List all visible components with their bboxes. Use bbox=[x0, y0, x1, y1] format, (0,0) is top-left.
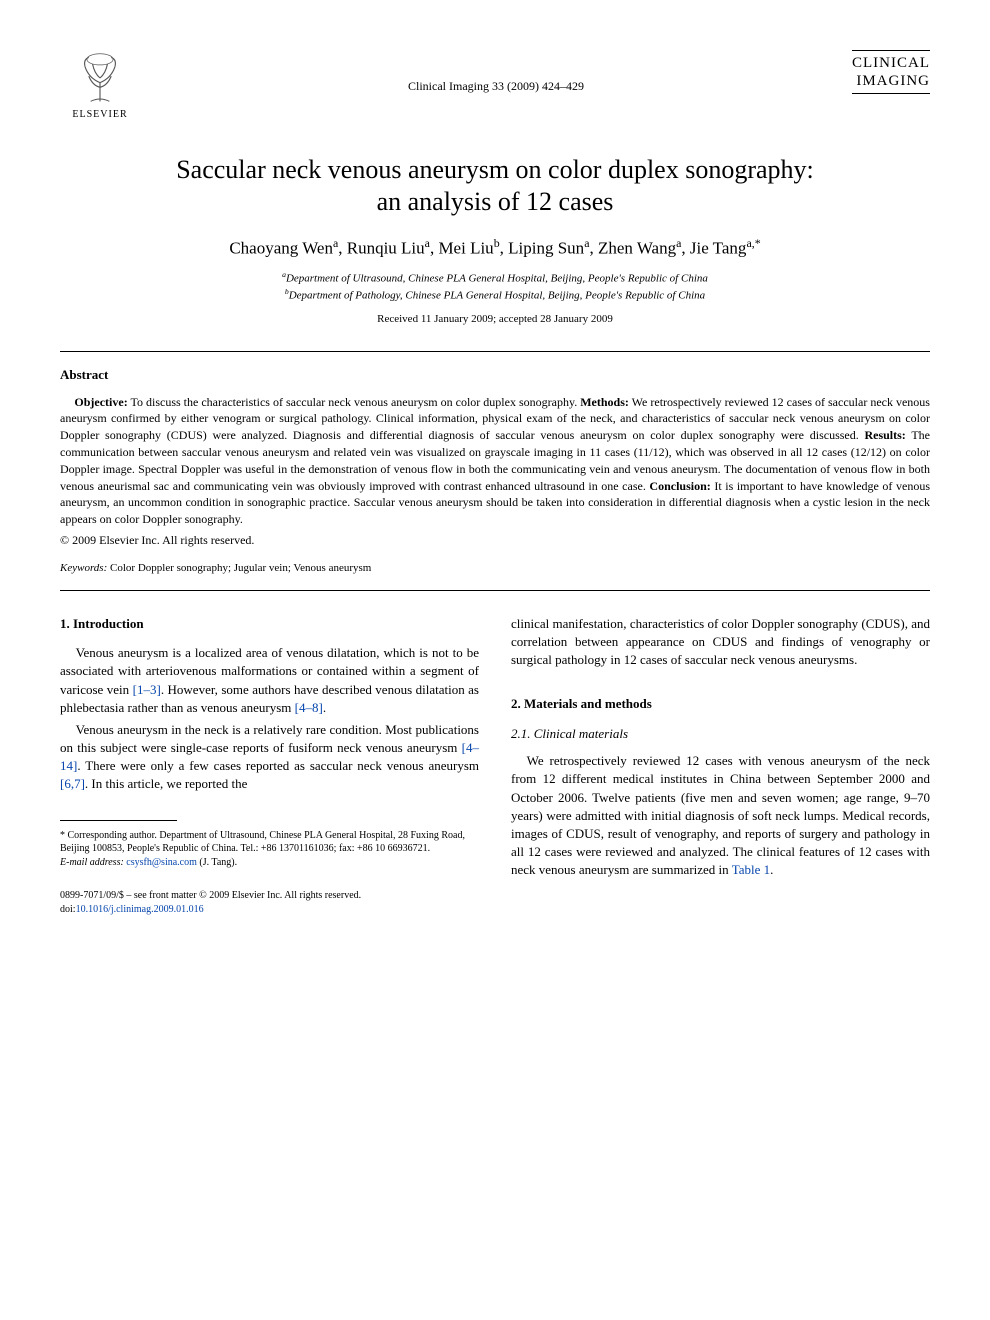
divider bbox=[60, 351, 930, 352]
doi-link[interactable]: 10.1016/j.clinimag.2009.01.016 bbox=[76, 904, 204, 915]
intro-p1: Venous aneurysm is a localized area of v… bbox=[60, 644, 479, 717]
citation-link[interactable]: [1–3] bbox=[133, 682, 161, 697]
abstract-heading: Abstract bbox=[60, 366, 930, 384]
author-aff: a bbox=[584, 236, 589, 250]
text: . There were only a few cases reported a… bbox=[77, 758, 479, 773]
abstract-conclusion-label: Conclusion: bbox=[649, 479, 710, 493]
text: Venous aneurysm in the neck is a relativ… bbox=[60, 722, 479, 755]
intro-p2-continued: clinical manifestation, characteristics … bbox=[511, 615, 930, 670]
abstract-methods-label: Methods: bbox=[580, 395, 629, 409]
abstract-body: Objective: To discuss the characteristic… bbox=[60, 394, 930, 549]
article-title: Saccular neck venous aneurysm on color d… bbox=[60, 154, 930, 219]
email-label: E-mail address: bbox=[60, 857, 124, 868]
text: . bbox=[770, 862, 773, 877]
abstract-results-label: Results: bbox=[864, 428, 905, 442]
publisher-logo: ELSEVIER bbox=[60, 50, 140, 122]
keywords-label: Keywords: bbox=[60, 562, 107, 574]
abstract-objective: To discuss the characteristics of saccul… bbox=[128, 395, 581, 409]
keywords-values: Color Doppler sonography; Jugular vein; … bbox=[107, 562, 371, 574]
author-aff: a bbox=[425, 236, 430, 250]
author: Chaoyang Wen bbox=[229, 238, 333, 257]
author: Zhen Wang bbox=[598, 238, 676, 257]
citation-link[interactable]: [6,7] bbox=[60, 776, 85, 791]
text: . bbox=[323, 700, 326, 715]
corresponding-author-footnote: * Corresponding author. Department of Ul… bbox=[60, 829, 479, 856]
footnote-text: Corresponding author. Department of Ultr… bbox=[60, 830, 465, 855]
publisher-name: ELSEVIER bbox=[72, 108, 127, 122]
author-aff: a,* bbox=[746, 236, 760, 250]
copyright: © 2009 Elsevier Inc. All rights reserved… bbox=[60, 532, 930, 549]
email-suffix: (J. Tang). bbox=[197, 857, 237, 868]
section-heading-methods: 2. Materials and methods bbox=[511, 695, 930, 713]
affiliation-b: Department of Pathology, Chinese PLA Gen… bbox=[289, 290, 705, 302]
left-column: 1. Introduction Venous aneurysm is a loc… bbox=[60, 615, 479, 917]
citation-link[interactable]: [4–8] bbox=[295, 700, 323, 715]
author: Mei Liu bbox=[438, 238, 493, 257]
affiliation-a: Department of Ultrasound, Chinese PLA Ge… bbox=[286, 273, 708, 285]
front-matter-line: 0899-7071/09/$ – see front matter © 2009… bbox=[60, 889, 479, 903]
keywords-row: Keywords: Color Doppler sonography; Jugu… bbox=[60, 561, 930, 576]
author-aff: a bbox=[676, 236, 681, 250]
title-line2: an analysis of 12 cases bbox=[377, 187, 614, 216]
author-aff: b bbox=[494, 236, 500, 250]
journal-logo: CLINICAL IMAGING bbox=[852, 50, 930, 94]
journal-reference: Clinical Imaging 33 (2009) 424–429 bbox=[140, 78, 852, 94]
page-footer: 0899-7071/09/$ – see front matter © 2009… bbox=[60, 889, 479, 916]
table-link[interactable]: Table 1 bbox=[732, 862, 770, 877]
elsevier-tree-icon bbox=[72, 50, 128, 106]
body-columns: 1. Introduction Venous aneurysm is a loc… bbox=[60, 615, 930, 917]
authors-line: Chaoyang Wena, Runqiu Liua, Mei Liub, Li… bbox=[60, 235, 930, 261]
email-link[interactable]: csysfh@sina.com bbox=[126, 857, 197, 868]
author: Liping Sun bbox=[508, 238, 584, 257]
title-line1: Saccular neck venous aneurysm on color d… bbox=[176, 155, 814, 184]
divider bbox=[60, 590, 930, 591]
affiliations: aDepartment of Ultrasound, Chinese PLA G… bbox=[60, 270, 930, 304]
footnote-separator bbox=[60, 820, 177, 821]
right-column: clinical manifestation, characteristics … bbox=[511, 615, 930, 917]
text: We retrospectively reviewed 12 cases wit… bbox=[511, 753, 930, 877]
page-header: ELSEVIER Clinical Imaging 33 (2009) 424–… bbox=[60, 50, 930, 122]
intro-p2: Venous aneurysm in the neck is a relativ… bbox=[60, 721, 479, 794]
text: . In this article, we reported the bbox=[85, 776, 247, 791]
journal-logo-line1: CLINICAL bbox=[852, 54, 930, 72]
methods-p1: We retrospectively reviewed 12 cases wit… bbox=[511, 752, 930, 879]
author-aff: a bbox=[333, 236, 338, 250]
author: Runqiu Liu bbox=[347, 238, 425, 257]
article-dates: Received 11 January 2009; accepted 28 Ja… bbox=[60, 312, 930, 327]
email-footnote: E-mail address: csysfh@sina.com (J. Tang… bbox=[60, 856, 479, 870]
journal-logo-line2: IMAGING bbox=[852, 72, 930, 90]
subsection-heading-clinical-materials: 2.1. Clinical materials bbox=[511, 725, 930, 743]
doi-label: doi: bbox=[60, 904, 76, 915]
abstract-objective-label: Objective: bbox=[74, 395, 127, 409]
section-heading-intro: 1. Introduction bbox=[60, 615, 479, 633]
author: Jie Tang bbox=[690, 238, 747, 257]
spacer bbox=[511, 673, 930, 695]
